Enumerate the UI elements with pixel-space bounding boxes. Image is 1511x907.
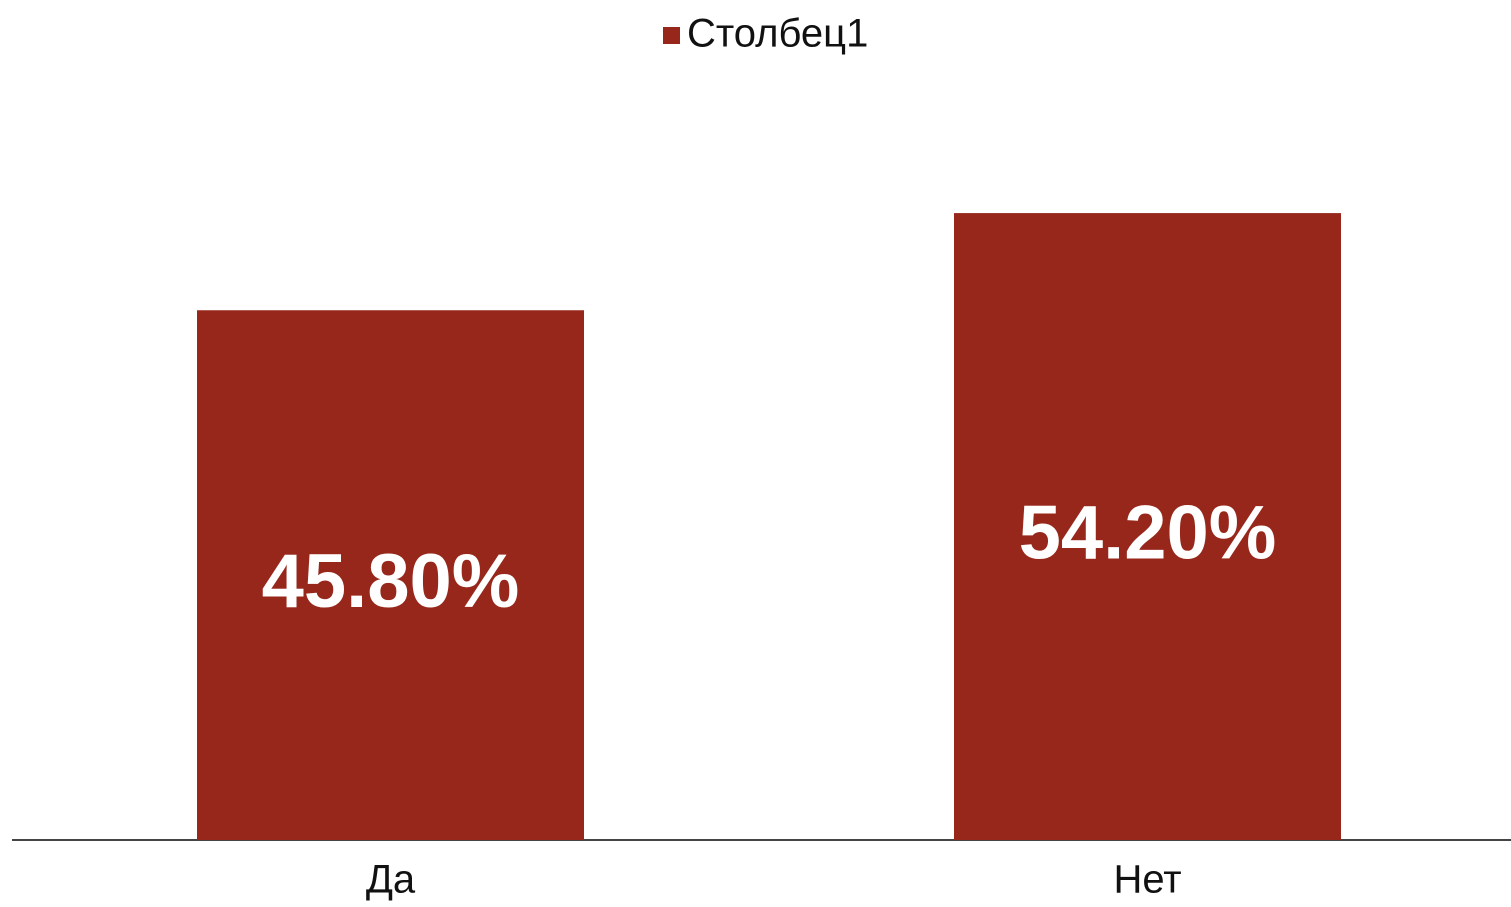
bar [954, 213, 1341, 840]
data-label: 54.20% [1019, 491, 1277, 576]
bar [197, 310, 584, 840]
x-tick-label: Нет [1113, 858, 1181, 902]
x-tick-label: Да [366, 858, 416, 902]
legend-swatch [663, 27, 680, 44]
data-label: 45.80% [262, 539, 520, 624]
legend-label: Столбец1 [687, 12, 868, 56]
